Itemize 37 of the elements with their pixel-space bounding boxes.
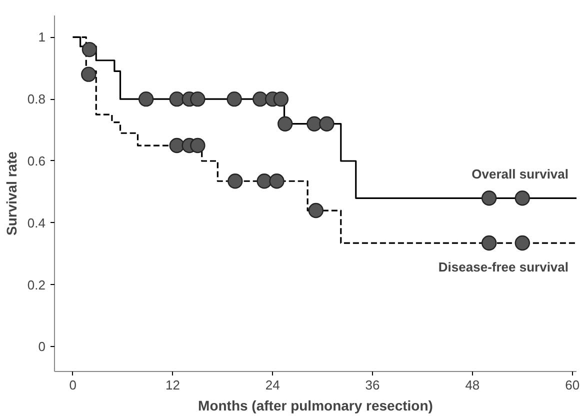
point xyxy=(82,42,98,58)
x-tick-label: 0 xyxy=(69,378,76,392)
y-axis-title: Survival rate xyxy=(3,151,20,236)
y-tick-label: 0.2 xyxy=(27,277,46,292)
point xyxy=(169,138,184,154)
point xyxy=(169,91,184,107)
x-tick-label: 36 xyxy=(365,378,380,392)
point xyxy=(226,91,242,107)
x-tick-label: 24 xyxy=(265,378,280,392)
point xyxy=(273,91,289,107)
point xyxy=(278,116,293,132)
point xyxy=(81,66,96,82)
point xyxy=(252,91,268,107)
point xyxy=(190,138,206,154)
point xyxy=(269,174,284,189)
point xyxy=(514,190,530,206)
point xyxy=(319,116,334,132)
point xyxy=(190,91,206,107)
x-tick-label: 48 xyxy=(465,378,480,392)
x-tick-label: 12 xyxy=(165,378,180,392)
point xyxy=(514,235,530,251)
y-tick-label: 0.8 xyxy=(27,92,46,107)
point xyxy=(481,190,497,206)
x-axis-title: Months (after pulmonary resection) xyxy=(198,398,433,414)
point xyxy=(306,116,322,132)
point xyxy=(256,174,272,189)
y-tick-label: 1 xyxy=(38,30,46,45)
y-tick-label: 0.6 xyxy=(27,153,46,168)
x-tick-label: 60 xyxy=(565,378,580,392)
point xyxy=(481,235,497,251)
point xyxy=(138,91,154,107)
y-tick-label: 0 xyxy=(38,339,46,354)
point xyxy=(228,174,243,189)
series-label: Overall survival xyxy=(472,166,569,182)
series-label: Disease-free survival xyxy=(438,260,569,275)
y-tick-label: 0.4 xyxy=(27,215,46,230)
point xyxy=(308,202,324,218)
